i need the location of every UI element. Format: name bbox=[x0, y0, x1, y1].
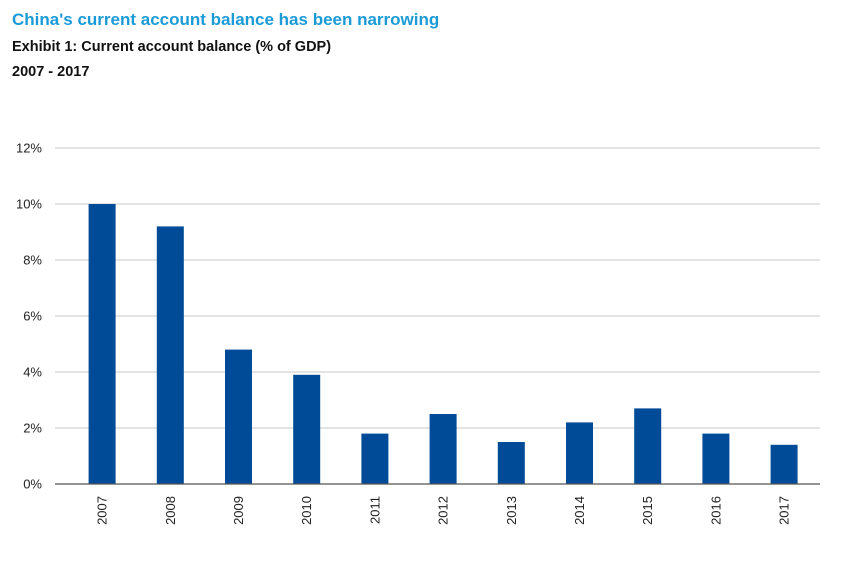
chart-period: 2007 - 2017 bbox=[12, 64, 90, 80]
x-tick-label: 2007 bbox=[95, 496, 110, 525]
bar-2010 bbox=[293, 374, 321, 484]
bar-2008 bbox=[156, 226, 184, 484]
x-tick-label: 2009 bbox=[231, 496, 246, 525]
bar-2012 bbox=[429, 414, 457, 484]
bar-2015 bbox=[634, 408, 662, 484]
bar-2016 bbox=[702, 433, 730, 484]
bar-2014 bbox=[566, 422, 593, 484]
bar-2007 bbox=[88, 204, 116, 484]
x-tick-label: 2010 bbox=[299, 496, 314, 525]
x-axis-tick-labels: 2007 2008 2009 2010 2011 2012 2013 2014 2015 2016… bbox=[95, 496, 792, 525]
y-tick-label: 12% bbox=[16, 141, 42, 156]
x-tick-label: 2013 bbox=[504, 496, 519, 525]
x-tick-label: 2008 bbox=[163, 496, 178, 525]
y-tick-label: 2% bbox=[23, 421, 42, 436]
x-tick-label: 2014 bbox=[572, 496, 587, 525]
bar-2011 bbox=[361, 433, 389, 484]
y-tick-label: 6% bbox=[23, 309, 42, 324]
y-tick-label: 0% bbox=[23, 477, 42, 492]
x-tick-label: 2016 bbox=[708, 496, 723, 525]
bar-2009 bbox=[225, 349, 252, 484]
bar-2013 bbox=[497, 442, 525, 484]
chart-title: China's current account balance has been… bbox=[12, 10, 440, 29]
chart-subtitle: Exhibit 1: Current account balance (% of… bbox=[12, 39, 332, 55]
x-tick-label: 2017 bbox=[777, 496, 792, 525]
y-tick-label: 4% bbox=[23, 365, 42, 380]
y-tick-label: 8% bbox=[23, 253, 42, 268]
bars bbox=[88, 204, 798, 484]
y-tick-label: 10% bbox=[16, 197, 42, 212]
x-tick-label: 2015 bbox=[640, 496, 655, 525]
x-tick-label: 2012 bbox=[436, 496, 451, 525]
bar-2017 bbox=[770, 444, 798, 484]
x-tick-label: 2011 bbox=[367, 496, 382, 524]
y-axis-tick-labels: 0% 2% 4% 6% 8% 10% 12% bbox=[16, 141, 42, 492]
